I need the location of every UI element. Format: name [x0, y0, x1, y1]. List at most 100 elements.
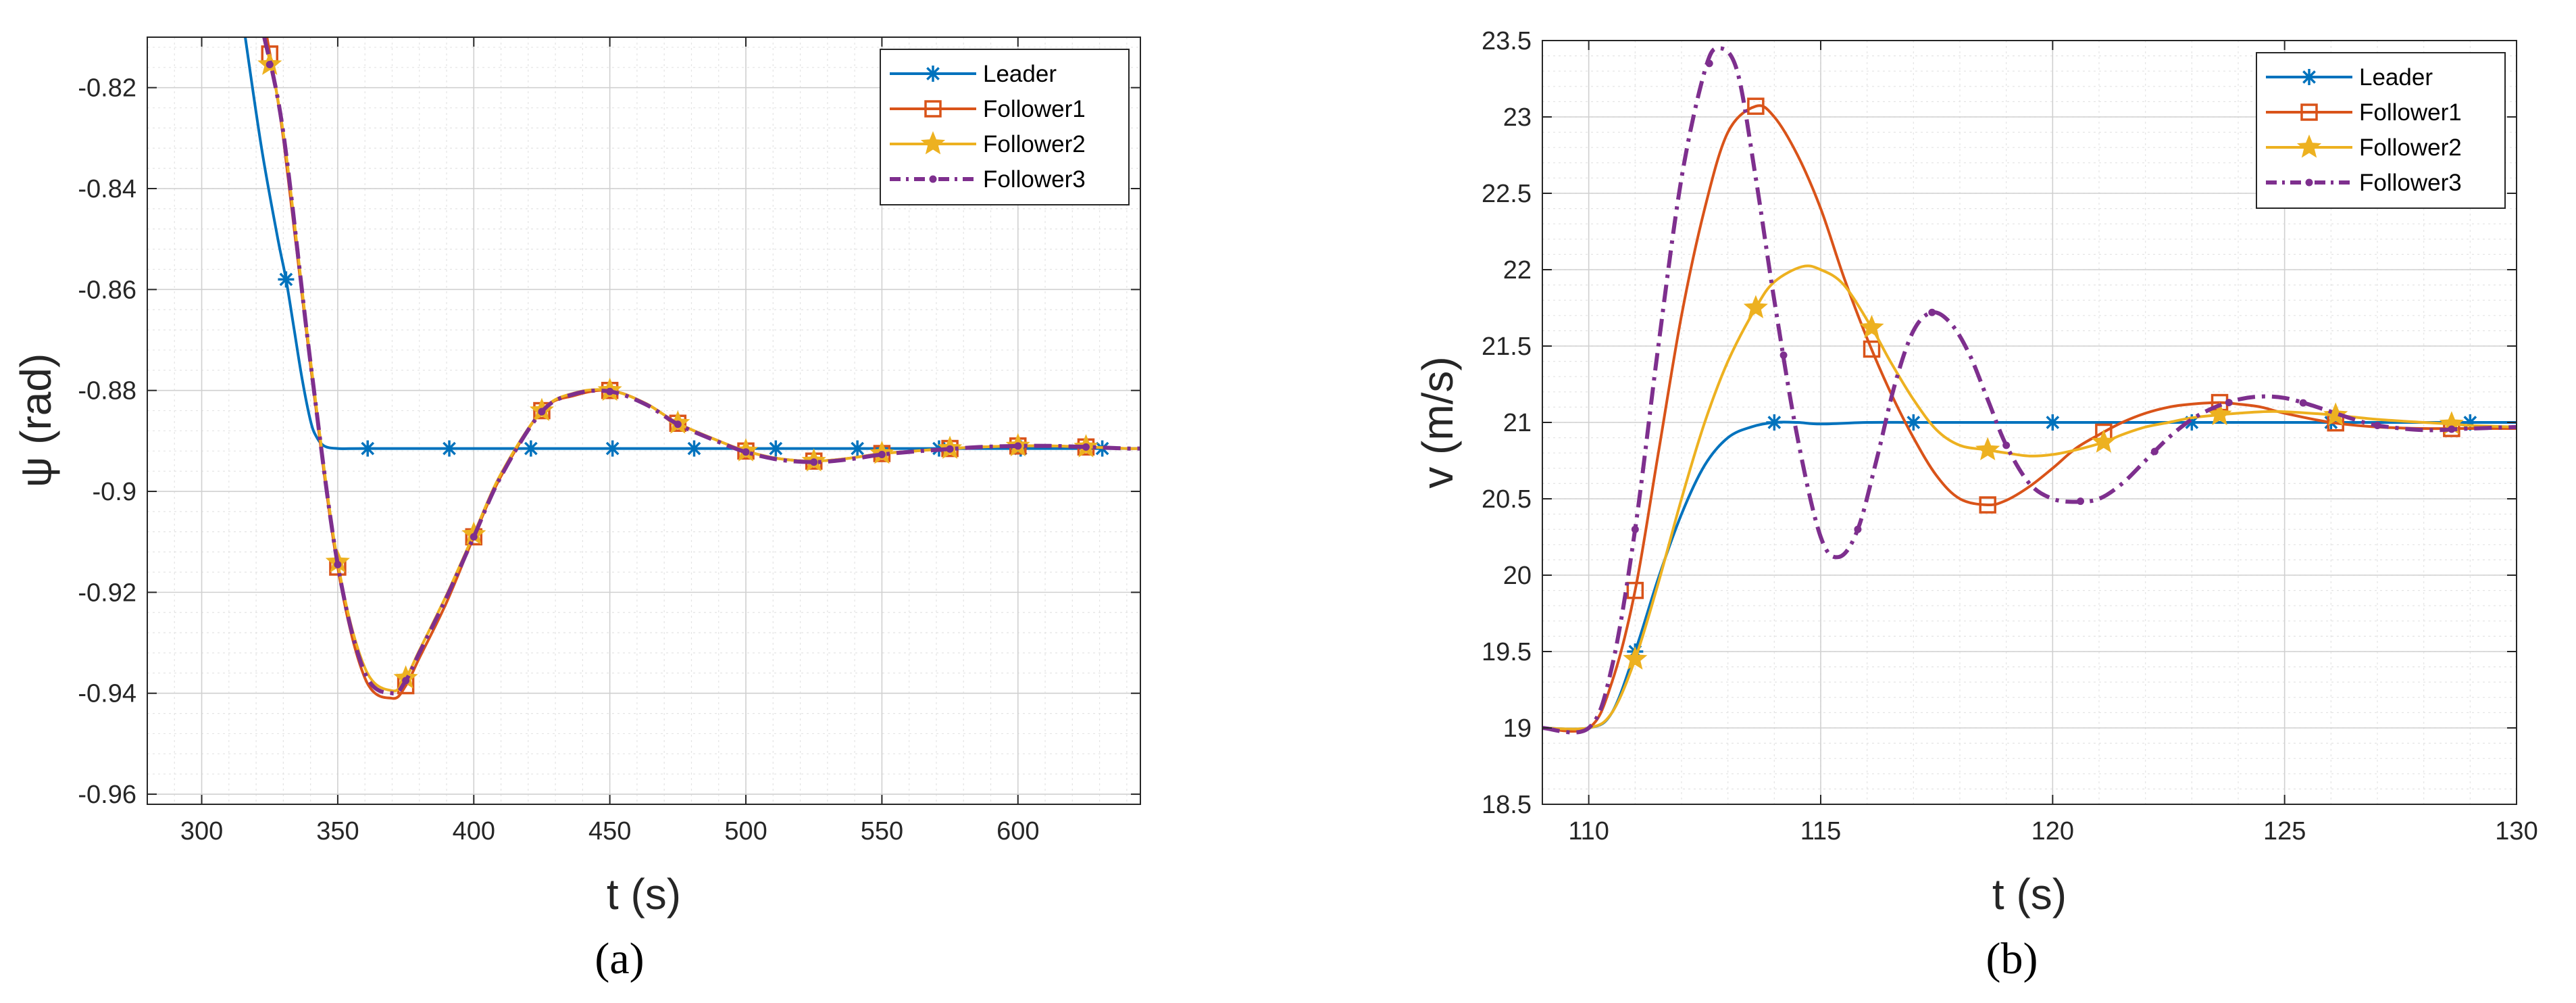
legend-label-follower3: Follower3	[983, 166, 1086, 193]
legend-marker-leader	[925, 66, 941, 82]
marker-leader	[1905, 414, 1922, 431]
x-tick-label: 110	[1568, 817, 1609, 846]
x-tick-label: 130	[2495, 817, 2537, 846]
x-tick-label: 300	[180, 817, 223, 846]
y-tick-label: 22	[1503, 256, 1532, 285]
y-axis-label-a: ψ (rad)	[11, 353, 60, 488]
marker-follower3	[2150, 447, 2158, 456]
series-line-follower1	[1542, 104, 2517, 733]
y-tick-label: -0.96	[78, 781, 136, 809]
marker-follower3	[946, 445, 954, 453]
marker-follower2	[1975, 437, 2000, 461]
marker-follower3	[674, 420, 682, 429]
marker-follower2	[1743, 295, 1768, 318]
grid-a	[147, 37, 1140, 804]
y-tick-label: 23.5	[1482, 27, 1532, 55]
series-line-leader	[1542, 420, 2517, 731]
chart-panel-b: 110 115 120 125 130 18.5 19 19.5 20 20.5 21 21.5 22 2…	[1413, 27, 2538, 983]
legend-b: Leader Follower1 Follower2 Follower3	[2256, 52, 2506, 209]
marker-follower3	[1705, 59, 1713, 68]
marker-follower3	[2225, 399, 2233, 407]
x-tick-label: 115	[1800, 817, 1842, 846]
y-tick-label: 19	[1503, 714, 1532, 743]
marker-follower1	[1626, 581, 1644, 600]
x-tick-label: 120	[2031, 817, 2074, 846]
axes-box-a	[147, 36, 1141, 805]
marker-follower3	[1779, 351, 1788, 360]
marker-leader	[686, 440, 703, 457]
series-line-follower3	[1542, 46, 2517, 735]
marker-follower3	[742, 448, 750, 456]
marker-leader	[359, 440, 376, 457]
legend-marker-follower3	[2305, 178, 2313, 187]
legend-marker-follower2	[2296, 134, 2322, 158]
marker-follower3	[606, 387, 614, 395]
y-tick-label: 20.5	[1482, 485, 1532, 514]
marker-follower3	[1928, 308, 1936, 316]
y-tick-label: 23	[1503, 103, 1532, 132]
marker-follower3	[1014, 442, 1022, 450]
panel-caption-b: (b)	[1986, 934, 2038, 983]
y-tick-label: 18.5	[1482, 791, 1532, 819]
marker-follower3	[2373, 422, 2381, 430]
marker-follower2	[1623, 646, 1648, 670]
legend-marker-leader	[2301, 69, 2317, 85]
marker-follower3	[810, 458, 818, 466]
marker-follower3	[1082, 443, 1090, 451]
marker-follower3	[2299, 399, 2307, 407]
legend-label-leader: Leader	[2359, 64, 2433, 91]
marker-follower2	[1859, 314, 1884, 339]
legend-label-follower2: Follower2	[983, 131, 1086, 157]
marker-leader	[278, 271, 295, 288]
series-group-a	[244, 37, 1140, 700]
marker-follower3	[1631, 525, 1639, 533]
x-tick-label: 550	[861, 817, 903, 846]
marker-leader	[1766, 414, 1783, 431]
markers-follower3	[266, 61, 1090, 685]
markers-follower3	[1631, 59, 2456, 533]
legend-marker-follower1	[924, 100, 942, 118]
marker-follower3	[878, 451, 886, 459]
y-axis-label-b: v (m/s)	[1413, 356, 1462, 489]
legend-label-follower1: Follower1	[2359, 99, 2462, 126]
legend-label-follower2: Follower2	[2359, 134, 2462, 161]
marker-leader	[767, 440, 784, 457]
legend-label-follower3: Follower3	[2359, 170, 2462, 196]
y-tick-label: -0.82	[78, 74, 136, 103]
x-tick-label: 500	[724, 817, 767, 846]
marker-follower2	[2207, 401, 2232, 426]
y-tick-label: -0.92	[78, 579, 136, 607]
x-tick-label: 125	[2263, 817, 2306, 846]
y-tick-label: 19.5	[1482, 638, 1532, 666]
marker-follower3	[538, 408, 546, 416]
marker-follower1	[1863, 340, 1881, 358]
legend-marker-follower1	[2300, 103, 2318, 121]
x-axis-label-a: t (s)	[607, 870, 681, 919]
x-tick-label: 600	[996, 817, 1039, 846]
x-tick-label: 350	[316, 817, 359, 846]
marker-follower3	[470, 533, 478, 541]
marker-follower3	[402, 677, 410, 685]
legend-a: Leader Follower1 Follower2 Follower3	[880, 49, 1130, 205]
x-tick-label: 450	[588, 817, 631, 846]
legend-marker-follower2	[920, 130, 946, 155]
y-tick-label: 21.5	[1482, 333, 1532, 361]
chart-panel-a: 300 350 400 450 500 550 600 -0.96 -0.94 -0.92 -0.9…	[11, 36, 1141, 983]
marker-follower1	[1979, 496, 1996, 514]
marker-follower3	[266, 61, 274, 69]
marker-follower3	[2077, 497, 2085, 506]
marker-leader	[522, 440, 539, 457]
series-group-b	[1542, 46, 2517, 735]
marker-leader	[441, 440, 458, 457]
marker-follower1	[1747, 97, 1765, 115]
marker-follower3	[2002, 441, 2011, 449]
y-tick-label: -0.9	[93, 478, 136, 506]
marker-leader	[849, 440, 866, 457]
x-axis-label-b: t (s)	[1992, 870, 2067, 919]
marker-follower2	[2091, 429, 2116, 453]
marker-follower3	[334, 560, 342, 568]
y-tick-label: 20	[1503, 562, 1532, 590]
panel-caption-a: (a)	[595, 934, 644, 983]
y-tick-label: -0.94	[78, 680, 136, 708]
